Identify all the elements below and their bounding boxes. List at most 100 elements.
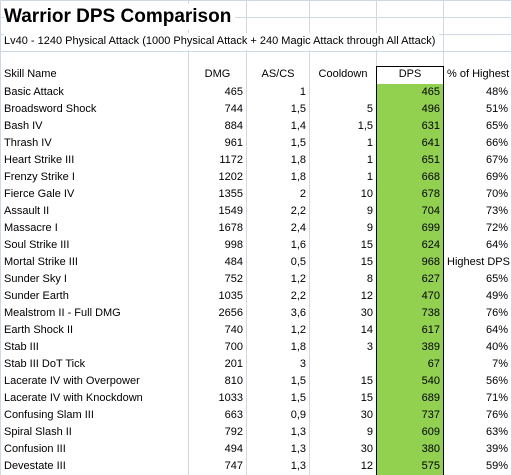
cell-as-cs[interactable]: 2: [247, 186, 309, 203]
cell-cooldown[interactable]: 1: [310, 152, 376, 169]
cell-skill-name[interactable]: Sunder Earth: [1, 288, 188, 305]
cell-skill-name[interactable]: Sunder Sky I: [1, 271, 188, 288]
cell-dps[interactable]: 496: [377, 101, 443, 118]
cell-skill-name[interactable]: Mortal Strike III: [1, 254, 188, 271]
cell-cooldown[interactable]: 30: [310, 305, 376, 322]
cell-skill-name[interactable]: Mealstrom II - Full DMG: [1, 305, 188, 322]
cell-percent-of-highest[interactable]: 69%: [444, 169, 511, 186]
cell-dmg[interactable]: 494: [189, 441, 246, 458]
cell-dps[interactable]: 651: [377, 152, 443, 169]
cell-skill-name[interactable]: Frenzy Strike I: [1, 169, 188, 186]
cell-dmg[interactable]: 1172: [189, 152, 246, 169]
cell-cooldown[interactable]: 12: [310, 288, 376, 305]
header-skill-name[interactable]: Skill Name: [1, 66, 188, 83]
cell-dps[interactable]: 627: [377, 271, 443, 288]
cell-dmg[interactable]: 663: [189, 407, 246, 424]
cell-skill-name[interactable]: Confusing Slam III: [1, 407, 188, 424]
cell-dmg[interactable]: 744: [189, 101, 246, 118]
cell-as-cs[interactable]: 1,2: [247, 271, 309, 288]
cell-percent-of-highest[interactable]: 7%: [444, 356, 511, 373]
cell-percent-of-highest[interactable]: 51%: [444, 101, 511, 118]
cell-dps[interactable]: 738: [377, 305, 443, 322]
cell-dps[interactable]: 699: [377, 220, 443, 237]
cell-dmg[interactable]: 1033: [189, 390, 246, 407]
cell-skill-name[interactable]: Stab III DoT Tick: [1, 356, 188, 373]
header-dmg[interactable]: DMG: [189, 66, 246, 83]
cell-skill-name[interactable]: Basic Attack: [1, 84, 188, 101]
cell-percent-of-highest[interactable]: 76%: [444, 407, 511, 424]
header-percent-of-highest[interactable]: % of Highest: [444, 66, 511, 83]
cell-cooldown[interactable]: 30: [310, 441, 376, 458]
cell-cooldown[interactable]: 1: [310, 169, 376, 186]
cell-percent-of-highest[interactable]: 48%: [444, 84, 511, 101]
cell-dps[interactable]: 389: [377, 339, 443, 356]
cell-percent-of-highest[interactable]: 49%: [444, 288, 511, 305]
cell-dps[interactable]: 641: [377, 135, 443, 152]
cell-dps[interactable]: 470: [377, 288, 443, 305]
cell-dmg[interactable]: 484: [189, 254, 246, 271]
cell-percent-of-highest[interactable]: 40%: [444, 339, 511, 356]
cell-as-cs[interactable]: 0,5: [247, 254, 309, 271]
cell-as-cs[interactable]: 1,8: [247, 339, 309, 356]
cell-cooldown[interactable]: 15: [310, 373, 376, 390]
cell-dmg[interactable]: 961: [189, 135, 246, 152]
cell-skill-name[interactable]: Confusion III: [1, 441, 188, 458]
cell-dmg[interactable]: 1355: [189, 186, 246, 203]
cell-skill-name[interactable]: Soul Strike III: [1, 237, 188, 254]
cell-percent-of-highest[interactable]: 71%: [444, 390, 511, 407]
cell-percent-of-highest[interactable]: 65%: [444, 271, 511, 288]
cell-as-cs[interactable]: 1,5: [247, 390, 309, 407]
cell-percent-of-highest[interactable]: Highest DPS: [444, 254, 511, 271]
cell-as-cs[interactable]: 1,2: [247, 322, 309, 339]
cell-as-cs[interactable]: 1,3: [247, 441, 309, 458]
cell-as-cs[interactable]: 1,6: [247, 237, 309, 254]
cell-as-cs[interactable]: 1,3: [247, 458, 309, 475]
cell-dps[interactable]: 704: [377, 203, 443, 220]
cell-cooldown[interactable]: 9: [310, 203, 376, 220]
cell-dmg[interactable]: 1678: [189, 220, 246, 237]
cell-cooldown[interactable]: 12: [310, 458, 376, 475]
cell-skill-name[interactable]: Earth Shock II: [1, 322, 188, 339]
cell-as-cs[interactable]: 1,8: [247, 152, 309, 169]
cell-skill-name[interactable]: Devestate III: [1, 458, 188, 475]
cell-dmg[interactable]: 465: [189, 84, 246, 101]
header-dps[interactable]: DPS: [377, 66, 443, 83]
cell-dps[interactable]: 624: [377, 237, 443, 254]
cell-dmg[interactable]: 752: [189, 271, 246, 288]
cell-cooldown[interactable]: 9: [310, 220, 376, 237]
cell-percent-of-highest[interactable]: 56%: [444, 373, 511, 390]
cell-dmg[interactable]: 792: [189, 424, 246, 441]
cell-skill-name[interactable]: Bash IV: [1, 118, 188, 135]
cell-dps[interactable]: 609: [377, 424, 443, 441]
cell-dmg[interactable]: 998: [189, 237, 246, 254]
cell-cooldown[interactable]: [310, 356, 376, 373]
cell-cooldown[interactable]: 30: [310, 407, 376, 424]
cell-cooldown[interactable]: 15: [310, 254, 376, 271]
cell-as-cs[interactable]: 1: [247, 84, 309, 101]
cell-as-cs[interactable]: 3: [247, 356, 309, 373]
cell-skill-name[interactable]: Massacre I: [1, 220, 188, 237]
cell-cooldown[interactable]: 9: [310, 424, 376, 441]
cell-dmg[interactable]: 1035: [189, 288, 246, 305]
cell-dmg[interactable]: 2656: [189, 305, 246, 322]
cell-percent-of-highest[interactable]: 64%: [444, 322, 511, 339]
cell-cooldown[interactable]: 8: [310, 271, 376, 288]
cell-percent-of-highest[interactable]: 70%: [444, 186, 511, 203]
cell-as-cs[interactable]: 1,5: [247, 373, 309, 390]
cell-dmg[interactable]: 810: [189, 373, 246, 390]
cell-percent-of-highest[interactable]: 67%: [444, 152, 511, 169]
cell-skill-name[interactable]: Broadsword Shock: [1, 101, 188, 118]
cell-dps[interactable]: 575: [377, 458, 443, 475]
cell-cooldown[interactable]: 15: [310, 237, 376, 254]
cell-as-cs[interactable]: 1,5: [247, 101, 309, 118]
cell-dmg[interactable]: 1549: [189, 203, 246, 220]
cell-dmg[interactable]: 747: [189, 458, 246, 475]
cell-dps[interactable]: 67: [377, 356, 443, 373]
header-cooldown[interactable]: Cooldown: [310, 66, 376, 83]
cell-skill-name[interactable]: Stab III: [1, 339, 188, 356]
cell-dps[interactable]: 678: [377, 186, 443, 203]
cell-percent-of-highest[interactable]: 39%: [444, 441, 511, 458]
cell-as-cs[interactable]: 2,4: [247, 220, 309, 237]
cell-cooldown[interactable]: 1: [310, 135, 376, 152]
cell-cooldown[interactable]: 5: [310, 101, 376, 118]
